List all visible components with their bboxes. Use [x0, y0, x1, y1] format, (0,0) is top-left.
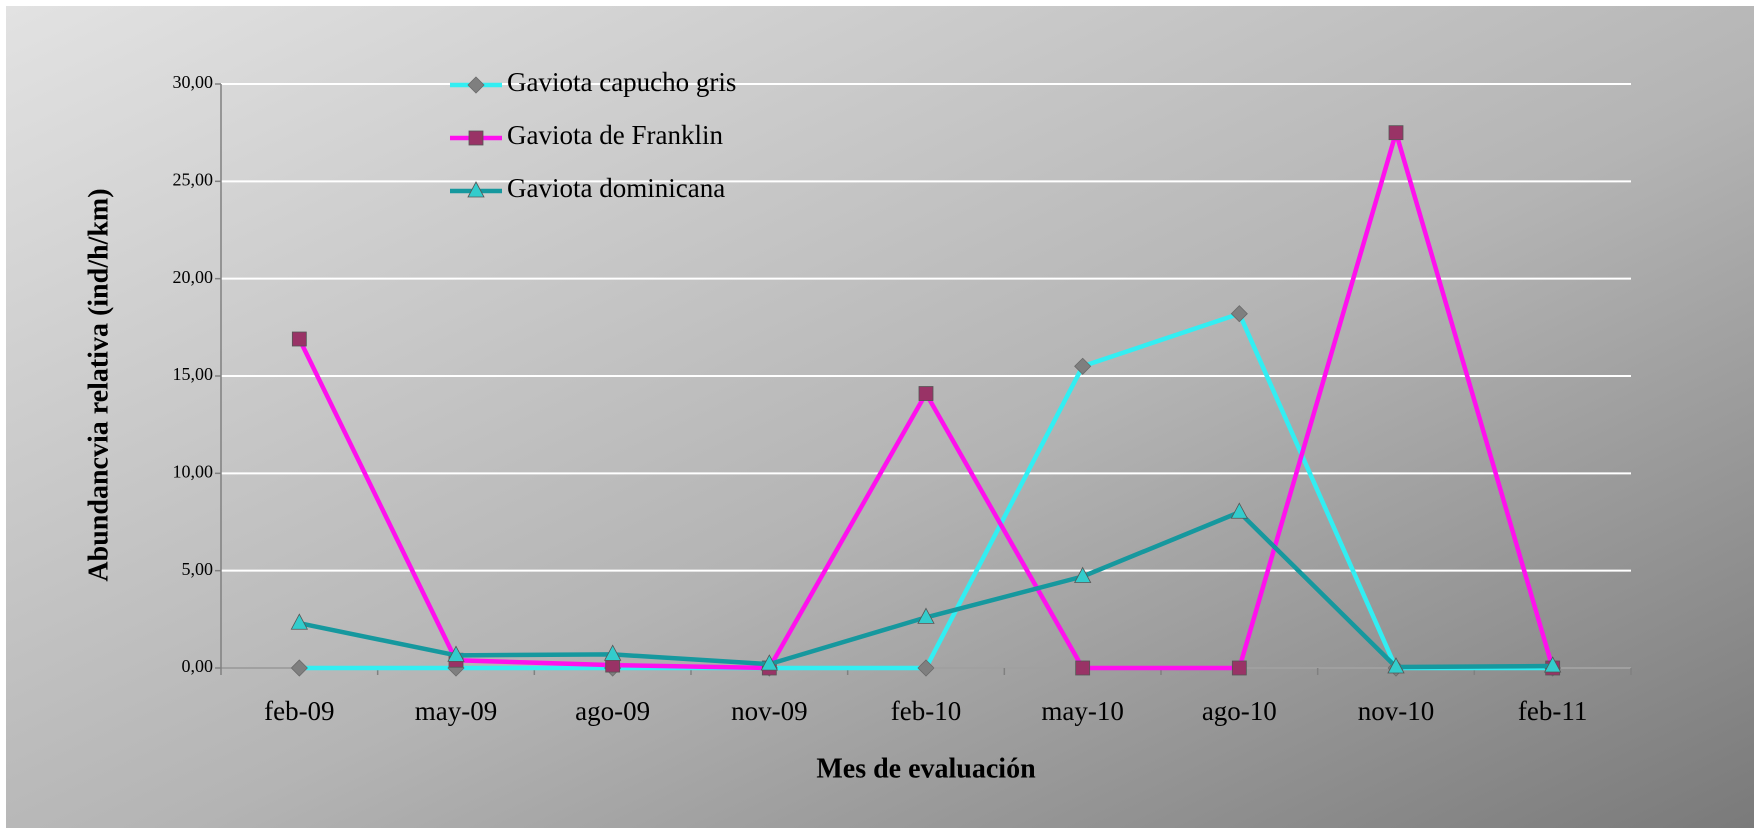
y-tick-label: 10,00: [173, 461, 214, 481]
x-tick-label: feb-09: [264, 696, 334, 726]
data-point: [1387, 657, 1405, 674]
x-tick-label: feb-10: [891, 696, 961, 726]
x-axis-title: Mes de evaluación: [816, 753, 1036, 784]
legend-label: Gaviota dominicana: [507, 173, 725, 203]
legend-marker: [467, 181, 485, 198]
data-point: [917, 607, 935, 624]
y-tick-label: 20,00: [173, 267, 214, 287]
x-tick-label: ago-09: [575, 696, 650, 726]
x-tick-label: may-10: [1041, 696, 1123, 726]
x-tick-label: may-09: [415, 696, 497, 726]
data-point: [1231, 660, 1247, 676]
y-axis-title: Abundancvia relativa (ind/h/km): [83, 188, 114, 581]
x-tick-label: ago-10: [1202, 696, 1277, 726]
data-point: [604, 644, 622, 661]
y-tick-label: 0,00: [182, 656, 214, 676]
legend-marker: [467, 76, 485, 94]
data-point: [760, 654, 778, 671]
data-point: [1073, 566, 1092, 583]
data-point: [290, 659, 308, 677]
data-point: [447, 645, 465, 662]
legend-marker: [468, 130, 484, 146]
legend-label: Gaviota capucho gris: [507, 67, 736, 97]
data-point: [1543, 656, 1562, 673]
y-tick-label: 15,00: [173, 364, 214, 384]
data-point: [1074, 357, 1092, 375]
data-point: [918, 386, 934, 401]
x-tick-label: nov-10: [1358, 696, 1435, 726]
data-point: [291, 331, 307, 347]
legend-label: Gaviota de Franklin: [507, 120, 723, 150]
y-tick-label: 5,00: [182, 559, 214, 579]
data-point: [1230, 502, 1249, 519]
x-tick-label: nov-09: [731, 696, 808, 726]
data-point: [1075, 660, 1091, 676]
data-point: [917, 659, 935, 677]
data-point: [290, 613, 309, 630]
x-tick-label: feb-11: [1518, 696, 1587, 726]
y-tick-label: 25,00: [173, 169, 214, 189]
data-point: [1388, 125, 1404, 141]
background: [6, 6, 1754, 828]
y-tick-label: 30,00: [173, 72, 214, 92]
data-point: [1230, 305, 1248, 323]
